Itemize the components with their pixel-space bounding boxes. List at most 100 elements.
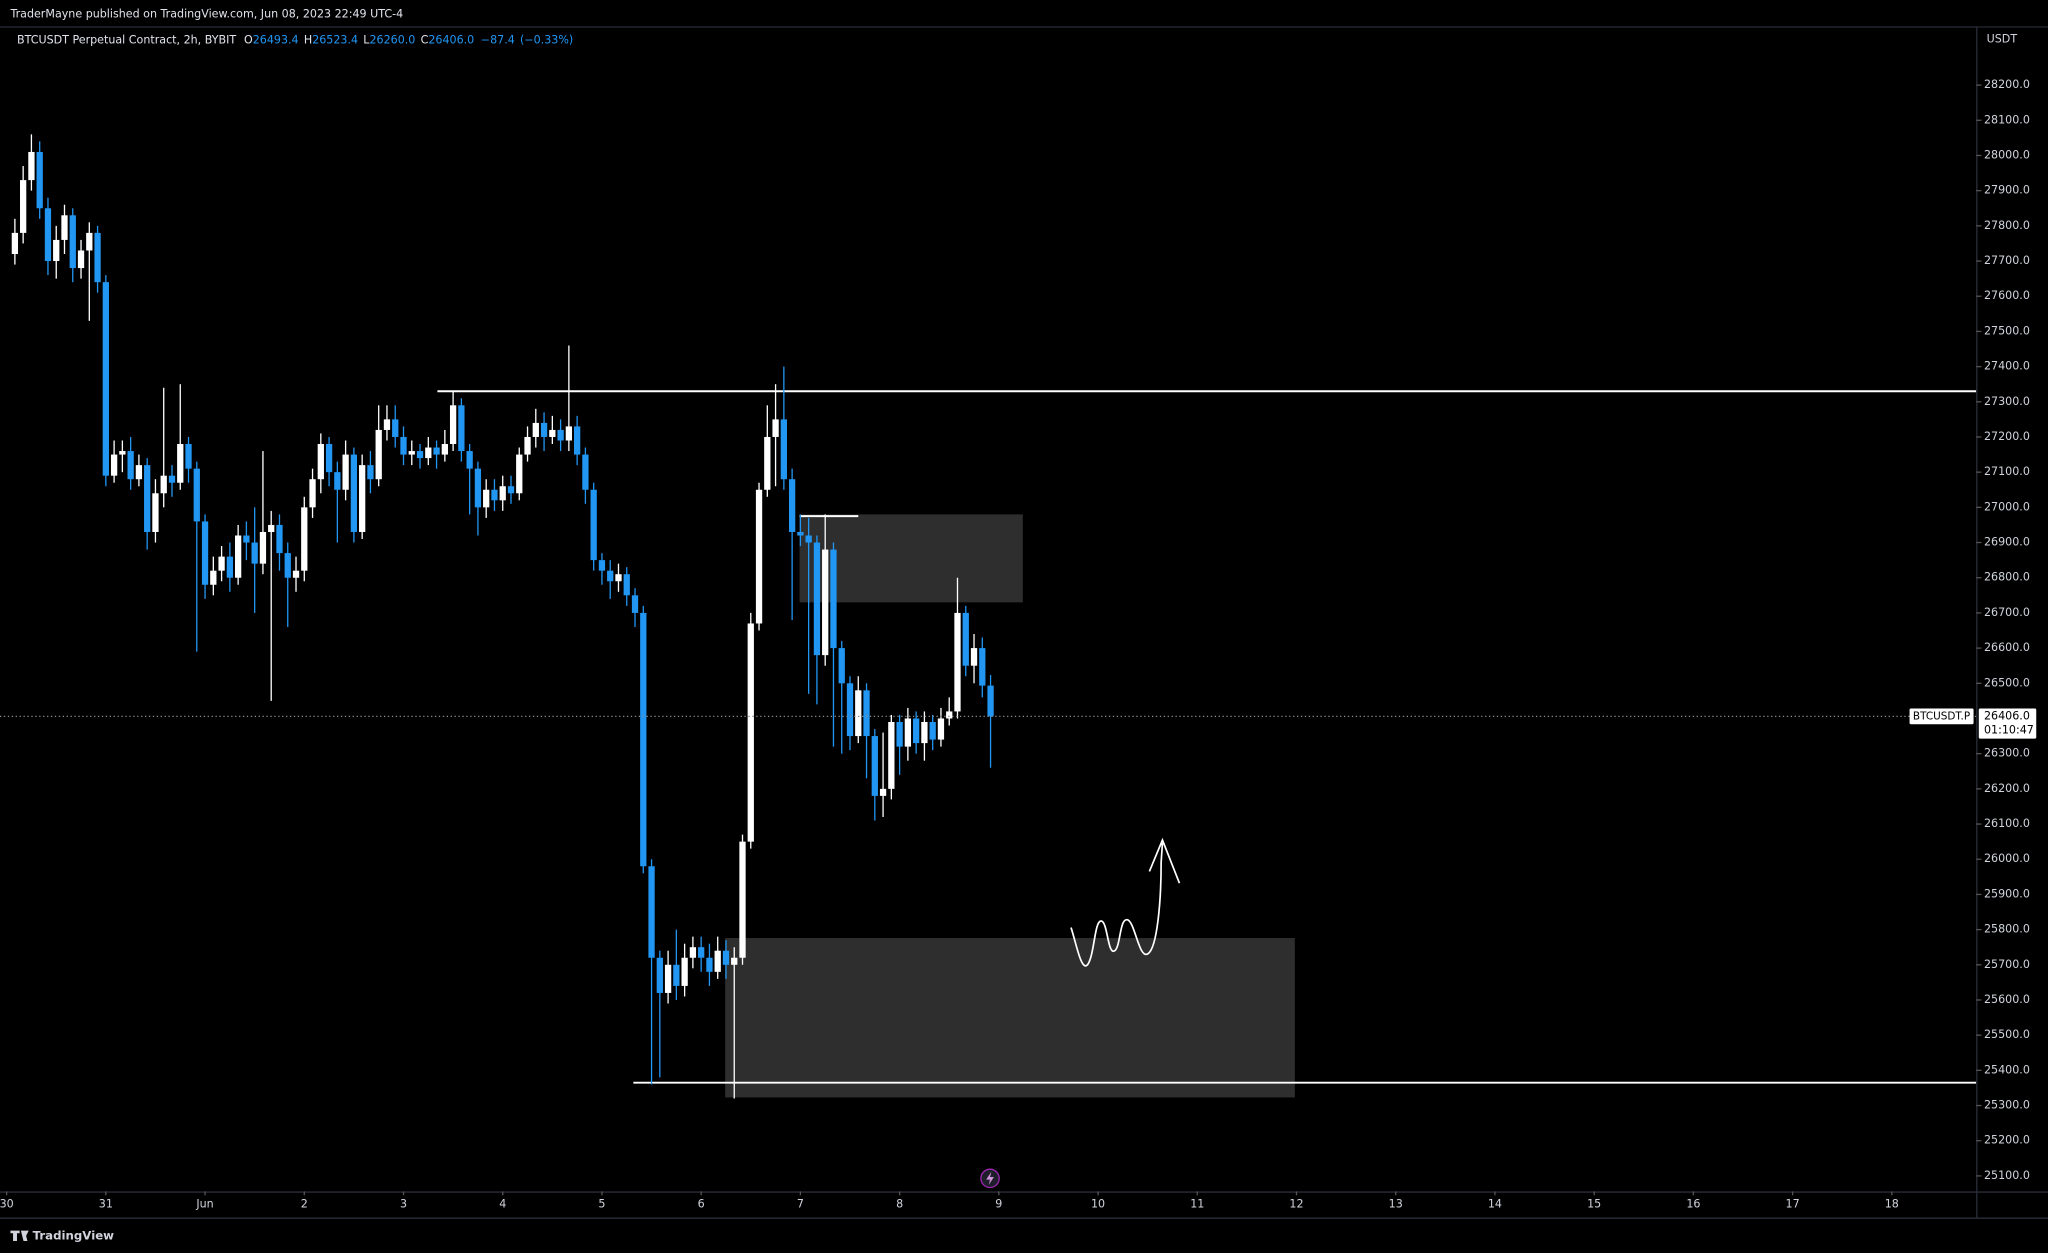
- candle-body: [408, 451, 415, 455]
- candle-body: [474, 468, 482, 508]
- x-tick-label: 3: [400, 1197, 407, 1210]
- x-tick-label: 10: [1091, 1197, 1105, 1210]
- y-tick-label: 27800.0: [1984, 219, 2030, 232]
- y-tick-label: 27900.0: [1984, 184, 2030, 197]
- y-tick-label: 25300.0: [1984, 1099, 2030, 1112]
- y-tick-label: 28200.0: [1984, 78, 2030, 91]
- x-tick-label: 17: [1786, 1197, 1800, 1210]
- candle-body: [540, 422, 548, 437]
- candle-body: [499, 486, 506, 501]
- x-tick-label: 15: [1587, 1197, 1601, 1210]
- candle-body: [549, 429, 556, 437]
- candle-body: [698, 947, 705, 958]
- y-tick-label: 27100.0: [1984, 465, 2030, 478]
- candle-body: [449, 405, 457, 445]
- candle-body: [491, 489, 498, 501]
- currency-label: USDT: [1987, 32, 2018, 45]
- candle-body: [226, 556, 234, 578]
- candle-body: [218, 556, 225, 571]
- x-tick-label: 11: [1190, 1197, 1204, 1210]
- y-tick-label: 26100.0: [1984, 817, 2030, 830]
- legend-value: 26523.4: [312, 34, 358, 47]
- candle-body: [392, 419, 399, 437]
- candle-body: [416, 451, 424, 459]
- plot: [0, 134, 1977, 1099]
- y-tick-label: 25600.0: [1984, 993, 2030, 1006]
- candle-body: [764, 436, 771, 490]
- x-tick-label: Jun: [195, 1197, 213, 1210]
- x-tick-label: 12: [1289, 1197, 1303, 1210]
- candle-body: [400, 436, 407, 455]
- candle-body: [557, 429, 564, 441]
- candle-body: [342, 454, 349, 490]
- price-tag: 26406.0: [1984, 709, 2030, 722]
- candle-body: [433, 447, 440, 455]
- y-tick-label: 26900.0: [1984, 536, 2030, 549]
- y-tick-label: 27500.0: [1984, 324, 2030, 337]
- candle-body: [516, 454, 523, 494]
- y-tick-label: 26700.0: [1984, 606, 2030, 619]
- candle-body: [367, 465, 374, 480]
- candle-body: [325, 444, 333, 473]
- x-tick-label: 30: [0, 1197, 14, 1210]
- candle-body: [375, 429, 382, 480]
- candle-body: [483, 489, 490, 508]
- candle-body: [565, 426, 573, 441]
- candle-body: [896, 721, 903, 747]
- candle-body: [292, 570, 300, 578]
- x-tick-label: 7: [797, 1197, 804, 1210]
- candle-body: [689, 947, 697, 958]
- countdown: 01:10:47: [1984, 724, 2034, 737]
- y-tick-label: 25900.0: [1984, 887, 2030, 900]
- candle-body: [524, 436, 531, 455]
- y-tick-label: 27700.0: [1984, 254, 2030, 267]
- candle-body: [640, 612, 647, 867]
- candle-body: [739, 841, 746, 958]
- legend: BTCUSDT Perpetual Contract, 2h, BYBIT O26…: [17, 34, 573, 47]
- y-tick-label: 26000.0: [1984, 852, 2030, 865]
- candle-body: [127, 451, 134, 480]
- x-tick-label: 8: [896, 1197, 903, 1210]
- candle-body: [44, 208, 52, 262]
- y-tick-label: 25100.0: [1984, 1169, 2030, 1182]
- y-tick-label: 26500.0: [1984, 676, 2030, 689]
- candle-body: [598, 560, 606, 571]
- y-tick-label: 28000.0: [1984, 148, 2030, 161]
- candle-body: [20, 180, 27, 233]
- candle-body: [234, 535, 242, 578]
- candle-body: [243, 535, 250, 543]
- candle-body: [383, 419, 391, 430]
- candle-body: [466, 451, 473, 469]
- candle-body: [350, 454, 358, 532]
- legend-value: 26260.0: [369, 34, 415, 47]
- legend-value: 26493.4: [253, 34, 299, 47]
- candle-body: [863, 690, 870, 737]
- candle-body: [144, 465, 151, 532]
- x-tick-label: 5: [598, 1197, 605, 1210]
- candle-body: [301, 507, 308, 571]
- symbol-tag: BTCUSDT.P: [1913, 710, 1970, 722]
- candle-body: [954, 612, 961, 712]
- candle-body: [706, 957, 713, 972]
- candle-body: [871, 736, 878, 796]
- zone-box: [799, 514, 1023, 603]
- y-tick-label: 25400.0: [1984, 1063, 2030, 1076]
- candle-body: [94, 232, 101, 283]
- legend-title: BTCUSDT Perpetual Contract, 2h, BYBIT: [17, 34, 236, 47]
- candle-body: [61, 215, 68, 240]
- y-tick-label: 27000.0: [1984, 500, 2030, 513]
- y-tick-label: 26200.0: [1984, 782, 2030, 795]
- y-tick-label: 26600.0: [1984, 641, 2030, 654]
- candle-body: [846, 683, 854, 737]
- y-tick-label: 25500.0: [1984, 1028, 2030, 1041]
- candle-body: [168, 475, 176, 483]
- candle-body: [532, 422, 539, 437]
- currency-bg: [1977, 27, 2048, 49]
- candle-body: [979, 648, 986, 686]
- candle-body: [656, 957, 663, 993]
- candle-body: [251, 542, 258, 564]
- candle-body: [334, 472, 341, 490]
